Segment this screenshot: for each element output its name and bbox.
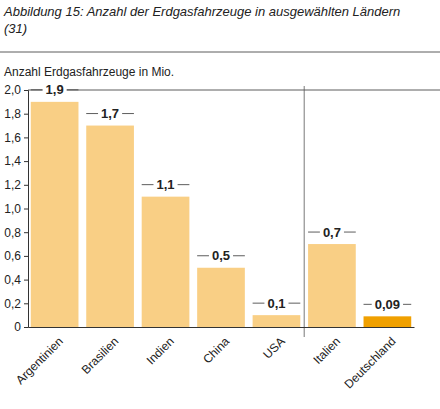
x-tick: Indien [144,327,177,367]
y-axis: 0 0,2 0,4 0,6 0,8 1,0 1,2 1,4 1,6 1,8 2,0 [4,83,28,334]
y-tick-label: 1,4 [4,154,21,168]
bar [364,316,412,327]
y-tick-mark [24,185,28,186]
bars [31,102,411,327]
y-tick-mark [24,327,28,328]
y-tick-mark [24,209,28,210]
y-tick-mark [24,90,28,91]
y-tick: 1,4 [4,154,28,168]
data-label: 0,5 [212,248,230,263]
y-tick-mark [24,232,28,233]
x-tick-label: USA [260,334,287,361]
y-tick: 2,0 [4,83,28,97]
y-tick-label: 0,6 [4,249,21,263]
label-background [320,225,344,240]
data-label: 1,9 [46,82,64,97]
x-tick-label: Indien [144,334,177,367]
x-tick: Argentinien [13,327,66,387]
data-label: 0,09 [375,297,400,312]
y-tick-label: 0,2 [4,297,21,311]
title: Abbildung 15: Anzahl der Erdgasfahrzeuge… [3,4,400,36]
x-tick: Brasilien [79,327,121,377]
y-tick-label: 2,0 [4,83,21,97]
y-tick-mark [24,303,28,304]
bar [253,315,301,327]
y-tick: 1,6 [4,131,28,145]
label-background [154,177,178,192]
x-axis-line [29,327,415,328]
y-tick: 1,0 [4,202,28,216]
label-background [98,106,122,121]
y-tick: 0,4 [4,273,28,287]
y-tick-mark [24,161,28,162]
y-tick: 1,8 [4,107,28,121]
y-axis-title: Anzahl Erdgasfahrzeuge in Mio. [4,65,174,79]
y-tick: 0,6 [4,249,28,263]
label-background [43,82,67,97]
label-background [209,248,233,263]
label-background [264,296,288,311]
y-tick-label: 1,6 [4,131,21,145]
x-tick: Deutschland [342,327,399,391]
data-label: 1,1 [157,177,175,192]
x-tick-label: Deutschland [342,334,399,391]
bar [31,102,79,327]
y-tick-label: 0,4 [4,273,21,287]
bar [86,126,134,327]
data-labels: 1,9 1,7 1,1 0,5 0,1 0,7 0,09 [31,82,411,311]
chart: Abbildung 15: Anzahl der Erdgasfahrzeuge… [0,0,440,409]
y-tick: 1,2 [4,178,28,192]
label-background [372,297,403,312]
y-tick-mark [24,256,28,257]
data-label: 0,7 [323,225,341,240]
y-tick-label: 1,8 [4,107,21,121]
x-tick: China [200,327,232,366]
y-tick-label: 0 [14,320,21,334]
bar [142,197,190,327]
separator [304,86,305,337]
y-tick: 0,2 [4,297,28,311]
y-tick-mark [24,114,28,115]
plot-top-rule [28,90,440,91]
x-axis: Argentinien Brasilien Indien China USA Italie… [13,327,415,391]
bar [197,268,245,327]
bar [308,244,356,327]
data-label: 1,7 [101,106,119,121]
y-tick-mark [24,137,28,138]
y-tick-label: 1,0 [4,202,21,216]
x-tick: Italien [311,327,344,367]
y-axis-line [24,91,29,328]
y-tick-label: 0,8 [4,226,21,240]
x-tick: USA [260,327,287,362]
title-rule [0,52,440,53]
x-tick-label: Argentinien [13,334,66,387]
x-tick-label: Brasilien [79,334,121,376]
y-tick-label: 1,2 [4,178,21,192]
y-tick-mark [24,280,28,281]
y-tick: 0,8 [4,226,28,240]
y-tick: 0 [14,320,28,334]
data-label: 0,1 [267,296,285,311]
x-tick-label: China [200,334,232,366]
x-tick-label: Italien [311,334,344,367]
